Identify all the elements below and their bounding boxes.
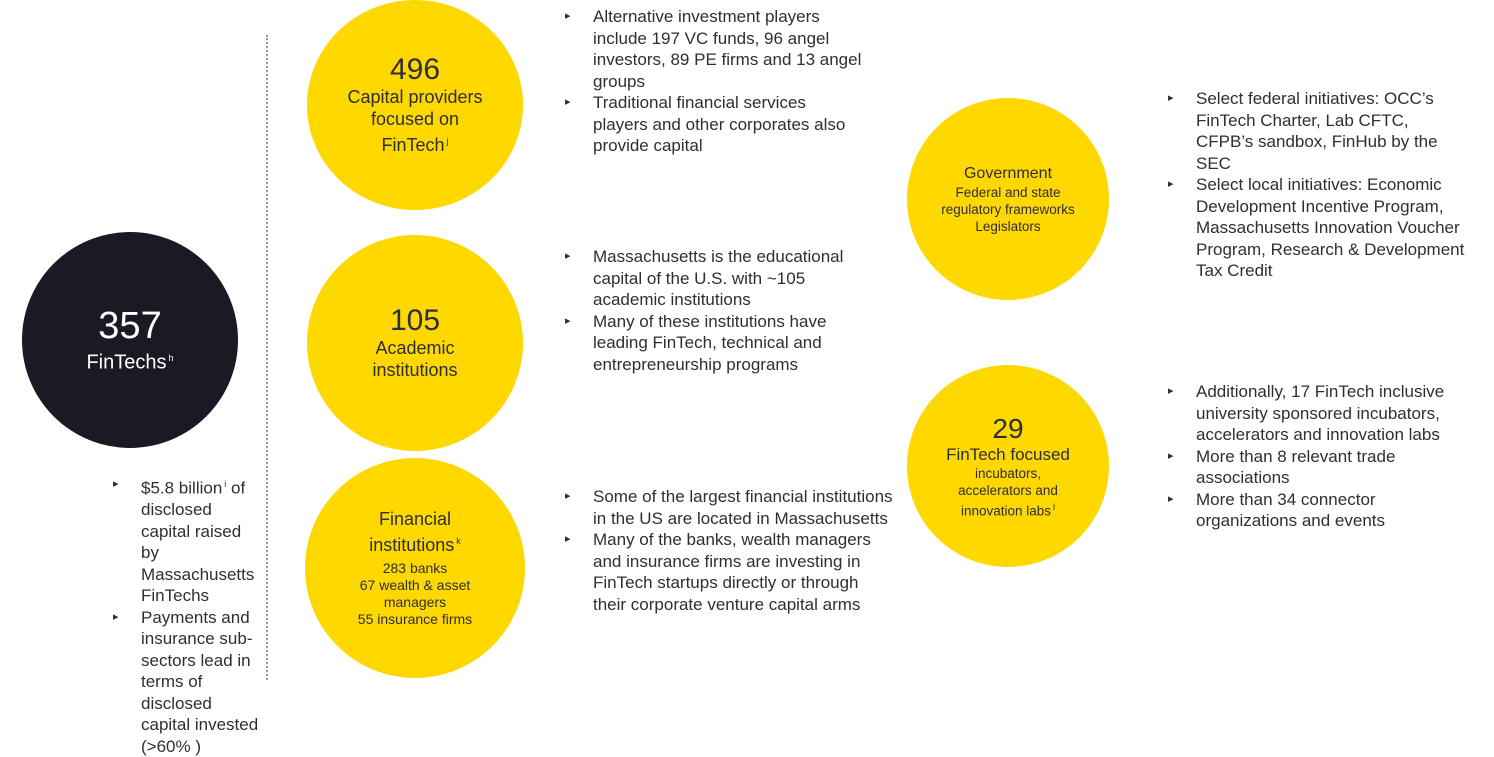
bullet: More than 8 relevant trade associations xyxy=(1168,446,1468,489)
financial-circle: Financial institutions k 283 banks 67 wea… xyxy=(305,458,525,678)
government-circle: Government Federal and state regulatory … xyxy=(907,98,1109,300)
incubator-circle: 29 FinTech focused incubators, accelerat… xyxy=(907,365,1109,567)
line: Legislators xyxy=(975,218,1041,234)
title: Financial institutions xyxy=(369,509,455,555)
label: insurance firms xyxy=(377,611,473,627)
fintech-label: FinTechs xyxy=(86,351,167,374)
count: 283 xyxy=(382,560,407,576)
note: l xyxy=(1053,501,1056,512)
description: incubators, accelerators and innovation … xyxy=(958,465,1058,519)
label: banks xyxy=(409,560,448,576)
divider xyxy=(266,35,268,680)
capital-bullets: Alternative investment players include 1… xyxy=(565,6,865,157)
note: j xyxy=(446,136,449,146)
bullet: Traditional financial services players a… xyxy=(565,92,865,157)
bullet: Many of these institutions have leading … xyxy=(565,311,870,376)
number: 29 xyxy=(992,412,1024,444)
note: i xyxy=(224,479,227,489)
bullet: Many of the banks, wealth managers and i… xyxy=(565,529,895,615)
number: 496 xyxy=(389,53,441,86)
number: 105 xyxy=(389,304,441,337)
incubator-bullets: Additionally, 17 FinTech inclusive unive… xyxy=(1168,381,1468,532)
capital-circle: 496 Capital providers focused on FinTech… xyxy=(307,0,523,210)
fintech-circle: 357 FinTechs h xyxy=(22,232,238,448)
academic-bullets: Massachusetts is the educational capital… xyxy=(565,246,870,375)
count: 55 xyxy=(357,611,374,627)
label: wealth & asset managers xyxy=(379,577,471,610)
bullet: Select federal initiatives: OCC’s FinTec… xyxy=(1168,88,1468,174)
bullet: More than 34 connector organizations and… xyxy=(1168,489,1468,532)
bullet: Select local initiatives: Economic Devel… xyxy=(1168,174,1468,282)
bullet: Massachusetts is the educational capital… xyxy=(565,246,870,311)
government-bullets: Select federal initiatives: OCC’s FinTec… xyxy=(1168,88,1468,282)
bullet-text: $5.8 billion xyxy=(141,478,223,498)
label: Capital providers focused on FinTech xyxy=(347,87,483,155)
label: Academic institutions xyxy=(372,338,458,380)
bullet: Some of the largest financial institutio… xyxy=(565,486,895,529)
bullet: Payments and insurance sub-sectors lead … xyxy=(113,607,263,757)
title: FinTech focused xyxy=(946,444,1070,464)
line: Federal and state regulatory frameworks xyxy=(941,184,1075,217)
bullet-text: of disclosed capital raised by Massachus… xyxy=(141,478,255,606)
academic-circle: 105 Academic institutions xyxy=(307,235,523,451)
fintech-number: 357 xyxy=(98,304,162,347)
count: 67 xyxy=(359,577,376,593)
bullet: Alternative investment players include 1… xyxy=(565,6,865,92)
financial-bullets: Some of the largest financial institutio… xyxy=(565,486,895,615)
bullet: Additionally, 17 FinTech inclusive unive… xyxy=(1168,381,1468,446)
title: Government xyxy=(963,164,1053,182)
note: h xyxy=(168,352,174,363)
note: k xyxy=(456,536,461,546)
